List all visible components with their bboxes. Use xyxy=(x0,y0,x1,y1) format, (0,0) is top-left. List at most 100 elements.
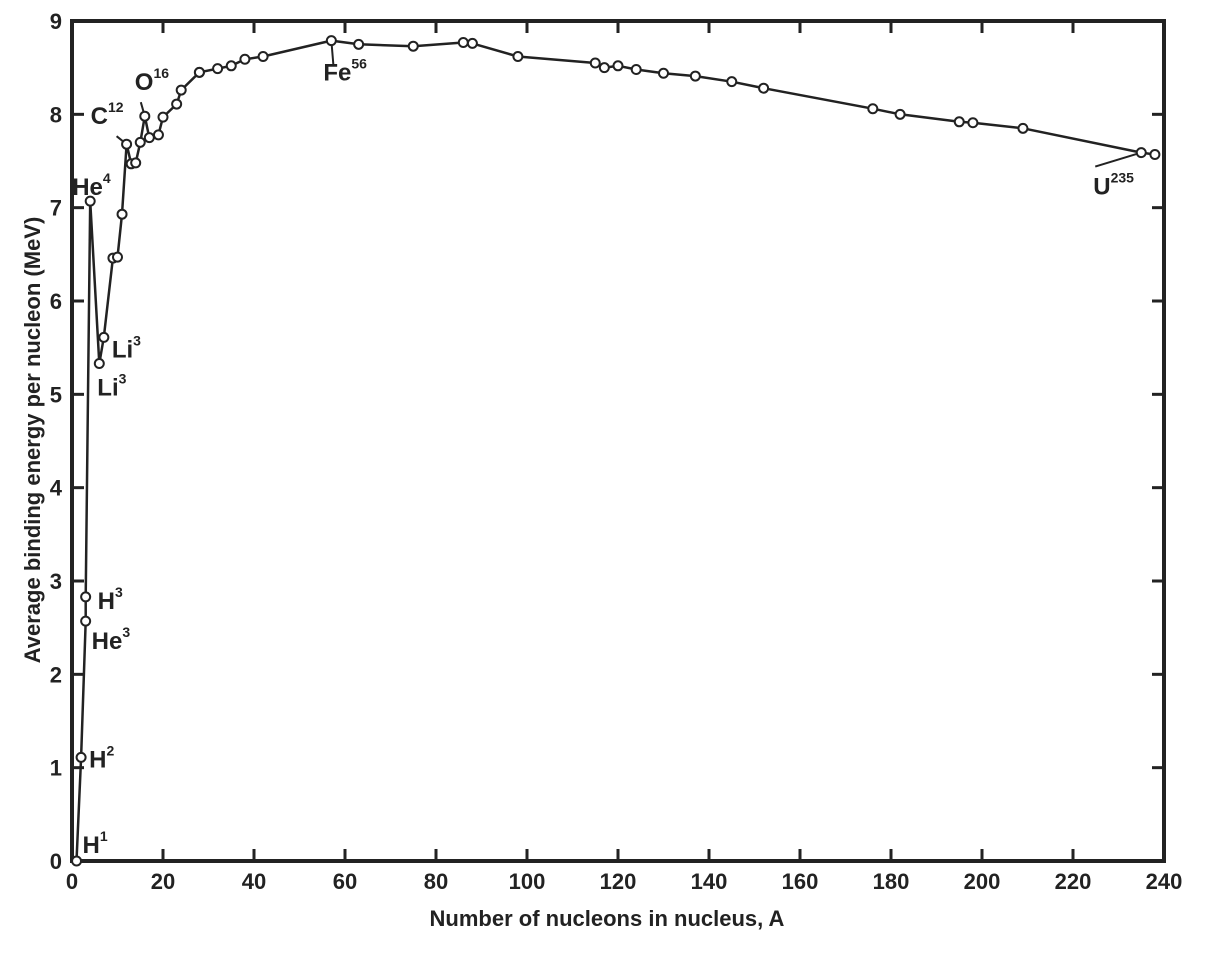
y-tick-label: 8 xyxy=(50,102,62,127)
data-point xyxy=(953,116,965,128)
annotation-superscript: 56 xyxy=(351,56,367,72)
data-point xyxy=(157,111,169,123)
data-point xyxy=(726,76,738,88)
data-point xyxy=(112,251,123,263)
data-point xyxy=(98,331,110,343)
annotation-base: Li xyxy=(97,375,118,402)
data-point xyxy=(193,66,205,78)
data-point xyxy=(867,103,879,115)
data-point xyxy=(116,208,128,220)
annotation-label: Fe56 xyxy=(323,56,367,87)
annotation-leaders xyxy=(115,40,1142,168)
y-tick-label: 1 xyxy=(50,756,62,781)
data-point xyxy=(130,157,142,169)
y-axis-title: Average binding energy per nucleon (MeV) xyxy=(20,217,45,664)
annotation-label: H2 xyxy=(89,742,114,773)
annotation-label: He3 xyxy=(92,624,131,655)
data-point xyxy=(71,855,83,867)
data-point xyxy=(630,64,642,76)
annotation-base: H xyxy=(89,746,106,773)
y-tick-label: 0 xyxy=(50,849,62,874)
data-point xyxy=(80,615,92,627)
x-tick-label: 40 xyxy=(242,869,266,894)
data-point xyxy=(171,98,183,110)
data-point xyxy=(598,62,610,74)
data-point xyxy=(353,38,365,50)
annotation-label: Li3 xyxy=(97,371,126,402)
data-point xyxy=(134,136,146,148)
data-point xyxy=(466,37,478,49)
data-point xyxy=(689,70,701,82)
annotation-superscript: 3 xyxy=(122,624,130,640)
data-point xyxy=(612,60,624,72)
annotation-base: O xyxy=(135,69,154,96)
y-tick-label: 9 xyxy=(50,9,62,34)
data-point xyxy=(93,358,105,370)
x-tick-label: 240 xyxy=(1146,869,1183,894)
data-point xyxy=(325,35,337,47)
x-tick-label: 120 xyxy=(600,869,637,894)
annotation-superscript: 2 xyxy=(106,742,114,758)
y-tick-label: 2 xyxy=(50,662,62,687)
annotation-base: Fe xyxy=(323,60,351,87)
annotation-superscript: 235 xyxy=(1111,170,1135,186)
data-point xyxy=(143,132,155,144)
data-point xyxy=(239,53,251,65)
x-tick-label: 80 xyxy=(424,869,448,894)
annotation-superscript: 1 xyxy=(100,828,108,844)
x-tick-label: 0 xyxy=(66,869,78,894)
data-point xyxy=(75,751,87,763)
annotation-base: H xyxy=(83,832,100,859)
annotation-leader xyxy=(1094,151,1142,168)
annotation-superscript: 12 xyxy=(108,99,124,115)
data-point xyxy=(967,117,979,129)
annotation-label: H1 xyxy=(83,828,108,859)
x-tick-label: 160 xyxy=(782,869,819,894)
data-point xyxy=(658,67,669,79)
data-point xyxy=(257,50,269,62)
x-tick-label: 100 xyxy=(509,869,546,894)
data-point xyxy=(212,63,224,75)
data-points xyxy=(71,35,1161,867)
x-tick-label: 180 xyxy=(873,869,910,894)
annotation-base: Li xyxy=(112,336,133,363)
series-line xyxy=(75,39,1156,862)
annotation-superscript: 16 xyxy=(153,65,169,81)
y-tick-label: 7 xyxy=(50,196,62,221)
data-point xyxy=(512,50,524,62)
annotation-base: H xyxy=(98,588,115,615)
x-tick-label: 20 xyxy=(151,869,175,894)
y-tick-label: 6 xyxy=(50,289,62,314)
annotation-label: U235 xyxy=(1093,170,1134,201)
y-tick-label: 3 xyxy=(50,569,62,594)
data-point xyxy=(758,82,770,94)
annotation-label: He4 xyxy=(72,170,111,201)
x-tick-label: 200 xyxy=(964,869,1001,894)
data-point xyxy=(139,110,151,122)
annotation-label: O16 xyxy=(135,65,169,96)
annotation-label: Li3 xyxy=(112,332,141,363)
data-point xyxy=(225,60,237,72)
annotation-label: C12 xyxy=(91,99,124,130)
data-point xyxy=(84,195,96,207)
x-axis-title: Number of nucleons in nucleus, A xyxy=(430,906,785,931)
series-line-layer xyxy=(75,39,1156,862)
data-point xyxy=(152,129,164,141)
data-point xyxy=(1135,147,1147,159)
x-tick-label: 60 xyxy=(333,869,357,894)
data-point xyxy=(175,84,187,96)
annotation-superscript: 4 xyxy=(103,170,111,186)
data-point xyxy=(894,108,906,120)
data-point xyxy=(80,591,92,603)
y-tick-label: 4 xyxy=(50,476,63,501)
x-tick-label: 220 xyxy=(1055,869,1092,894)
annotation-superscript: 3 xyxy=(115,584,123,600)
plot-frame xyxy=(70,19,1166,863)
data-point xyxy=(457,36,469,48)
data-point xyxy=(1149,148,1161,160)
annotation-superscript: 3 xyxy=(119,371,127,387)
annotation-superscript: 3 xyxy=(133,332,141,348)
annotation-base: He xyxy=(92,628,123,655)
